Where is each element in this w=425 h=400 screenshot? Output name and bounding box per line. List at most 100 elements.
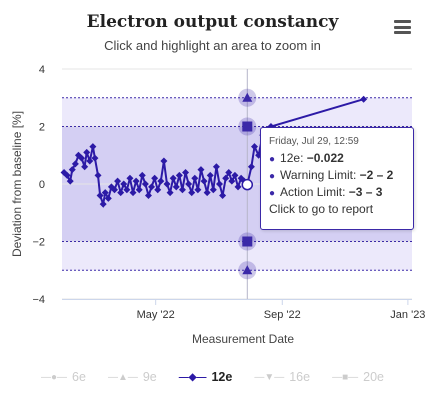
y-tick-label: 2 (39, 122, 45, 134)
data-point-12e[interactable] (197, 166, 205, 174)
data-point-12e[interactable] (200, 177, 208, 185)
data-point-12e[interactable] (178, 186, 186, 194)
data-point-12e[interactable] (120, 180, 128, 188)
data-point-12e[interactable] (169, 174, 177, 182)
legend-label: 6e (72, 370, 86, 384)
legend-label: 20e (363, 370, 384, 384)
data-point-12e[interactable] (222, 174, 230, 182)
data-point-12e[interactable] (86, 157, 94, 165)
data-point-12e[interactable] (182, 169, 190, 176)
data-point-12e[interactable] (228, 177, 236, 185)
data-point-12e[interactable] (203, 189, 211, 197)
legend-symbol-icon: —●— (41, 371, 68, 383)
data-point-12e[interactable] (251, 143, 258, 151)
data-point-12e[interactable] (138, 171, 146, 179)
warning-dot-icon: ● (269, 171, 276, 182)
hovered-point-marker[interactable] (241, 178, 254, 191)
data-point-12e[interactable] (71, 160, 79, 168)
legend-symbol-icon: —▲— (107, 371, 138, 383)
data-point-12e[interactable] (129, 189, 137, 197)
y-tick-label: 4 (39, 64, 45, 76)
warning-lower-square-marker (242, 236, 253, 247)
data-point-12e[interactable] (163, 180, 171, 188)
data-point-12e[interactable] (104, 194, 112, 202)
data-point-12e[interactable] (135, 186, 143, 194)
data-point-12e[interactable] (360, 95, 368, 103)
x-tick-label: Jan '23 (390, 309, 425, 321)
data-point-12e[interactable] (166, 189, 174, 197)
data-point-12e[interactable] (209, 186, 217, 194)
data-point-12e[interactable] (175, 171, 183, 179)
tooltip-action-label: Action Limit: (280, 185, 346, 199)
data-point-12e[interactable] (111, 186, 118, 194)
y-tick-label: −4 (32, 294, 45, 306)
data-point-12e[interactable] (81, 163, 89, 171)
warning-upper-square-marker (242, 121, 253, 132)
tooltip[interactable]: Friday, Jul 29, 12:59 ● 12e: −0.022 ● Warn… (260, 127, 414, 230)
data-point-12e[interactable] (148, 183, 156, 191)
data-point-12e[interactable] (126, 174, 134, 182)
data-point-12e[interactable] (185, 180, 193, 188)
data-point-12e[interactable] (206, 171, 214, 179)
y-tick-label: −2 (32, 237, 45, 249)
action-dot-icon: ● (269, 188, 276, 199)
data-point-12e[interactable] (219, 192, 227, 199)
tooltip-footer[interactable]: Click to go to report (269, 202, 374, 216)
tooltip-series-label: 12e: (280, 151, 304, 165)
data-point-12e[interactable] (216, 180, 223, 188)
data-point-12e[interactable] (89, 143, 97, 151)
legend-label: 16e (289, 370, 311, 384)
legend-symbol-icon: —■— (332, 371, 359, 383)
legend-item-9e[interactable]: —▲— 9e (108, 370, 157, 384)
data-point-12e[interactable] (191, 174, 199, 182)
data-point-12e[interactable] (99, 200, 107, 208)
chart-title: Electron output constancy (86, 12, 339, 32)
legend-label: 12e (211, 370, 233, 384)
data-point-12e[interactable] (234, 183, 242, 191)
data-point-12e[interactable] (114, 177, 122, 185)
tooltip-date: Friday, Jul 29, 12:59 (269, 136, 359, 147)
hamburger-menu-icon[interactable] (394, 20, 411, 34)
data-point-12e[interactable] (194, 186, 202, 194)
y-axis-title: Deviation from baseline [%] (10, 111, 24, 257)
data-point-12e[interactable] (91, 154, 99, 162)
data-point-12e[interactable] (117, 189, 125, 197)
data-point-12e[interactable] (101, 189, 109, 197)
legend-item-6e[interactable]: —●— 6e (41, 370, 86, 384)
legend-item-12e[interactable]: —◆— 12e (179, 370, 233, 384)
chart-subtitle: Click and highlight an area to zoom in (104, 38, 321, 53)
legend-label: 9e (142, 370, 157, 384)
data-point-12e[interactable] (141, 180, 149, 188)
data-point-12e[interactable] (66, 177, 74, 185)
data-point-12e[interactable] (247, 163, 255, 171)
data-point-12e[interactable] (151, 174, 159, 182)
data-point-12e[interactable] (83, 148, 91, 156)
data-point-12e[interactable] (94, 171, 102, 179)
legend-item-20e[interactable]: —■— 20e (332, 370, 384, 384)
y-tick-label: 0 (39, 179, 45, 191)
tooltip-series-value: −0.022 (306, 151, 344, 165)
data-point-12e[interactable] (157, 177, 165, 185)
legend-symbol-icon: —▼— (254, 371, 285, 383)
data-point-12e[interactable] (188, 189, 196, 197)
data-point-12e[interactable] (78, 154, 86, 162)
data-point-12e[interactable] (172, 183, 180, 191)
data-point-12e[interactable] (123, 186, 131, 194)
data-point-12e[interactable] (225, 169, 233, 176)
data-point-12e[interactable] (63, 171, 71, 179)
x-axis-title: Measurement Date (192, 332, 294, 346)
series-dot-icon: ● (269, 154, 276, 165)
legend-item-16e[interactable]: —▼— 16e (254, 370, 310, 384)
action-lower-triangle-marker (242, 265, 253, 275)
legend-symbol-icon: —◆— (178, 371, 207, 383)
x-tick-label: May '22 (137, 309, 175, 321)
data-point-12e[interactable] (132, 177, 140, 185)
data-point-12e[interactable] (96, 192, 104, 199)
data-point-12e[interactable] (212, 163, 220, 171)
data-point-12e[interactable] (144, 192, 152, 199)
data-point-12e[interactable] (231, 171, 239, 179)
data-point-12e[interactable] (154, 186, 162, 194)
tooltip-warning-label: Warning Limit: (280, 168, 357, 182)
data-point-12e[interactable] (68, 166, 76, 174)
data-point-12e[interactable] (160, 157, 168, 165)
